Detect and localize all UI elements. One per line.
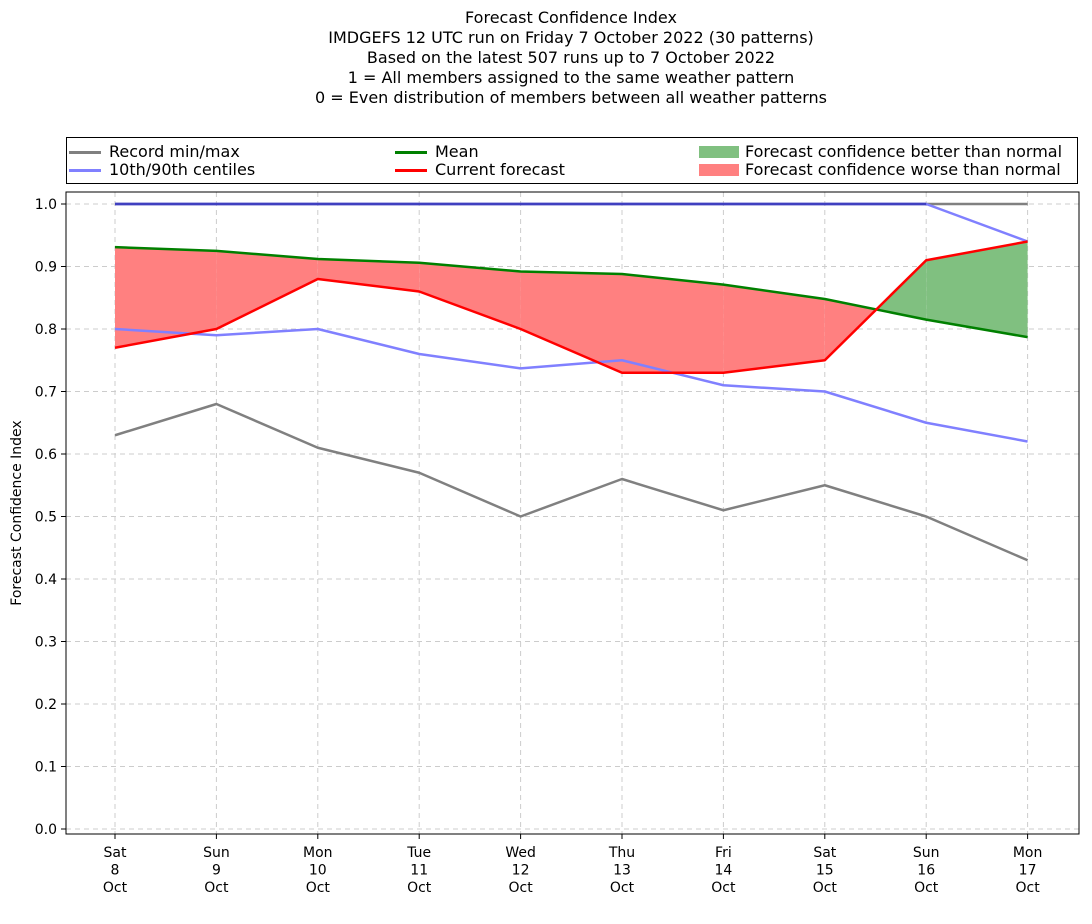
legend-swatch-worse	[699, 164, 739, 176]
x-tick-label: 14	[714, 863, 732, 879]
x-tick-label: 12	[512, 863, 530, 879]
series-line-record-min	[114, 402, 1029, 562]
x-tick-label: 13	[613, 863, 631, 879]
legend-swatch-current	[395, 168, 427, 172]
worse-than-normal-fill	[622, 274, 724, 373]
x-tick-label: Sat	[104, 845, 127, 861]
y-tick-label: 0.6	[35, 447, 57, 463]
legend-label-mean: Mean	[435, 142, 479, 161]
legend-swatch-record	[69, 150, 101, 154]
chart-subtitle-scale-bottom: 0 = Even distribution of members between…	[314, 88, 828, 107]
worse-than-normal-fill	[824, 299, 877, 361]
x-tick-label: Oct	[711, 880, 736, 896]
legend-label-current: Current forecast	[435, 160, 565, 179]
legend-item-worse: Forecast confidence worse than normal	[699, 161, 1061, 179]
x-tick-label: 16	[917, 863, 935, 879]
x-tick-label: Sun	[203, 845, 230, 861]
x-tick-label: Thu	[608, 845, 635, 861]
legend-item-record: Record min/max	[69, 143, 240, 161]
x-tick-label: 17	[1019, 863, 1037, 879]
worse-than-normal-fill	[317, 259, 420, 292]
x-tick-label: 9	[212, 863, 221, 879]
y-tick-label: 0.9	[35, 260, 57, 276]
legend-item-mean: Mean	[395, 143, 479, 161]
y-tick-label: 0.1	[35, 760, 57, 776]
y-tick-label: 0.2	[35, 697, 57, 713]
line-layer	[114, 202, 1029, 562]
axis-layer: 0.00.10.20.30.40.50.60.70.80.91.0Sat8Oct…	[35, 197, 1043, 896]
x-tick-label: Oct	[204, 880, 229, 896]
worse-than-normal-fill	[520, 271, 622, 373]
y-tick-label: 0.7	[35, 385, 57, 401]
x-tick-label: 11	[410, 863, 428, 879]
plot-frame	[65, 191, 1080, 835]
better-than-normal-fill	[876, 260, 927, 320]
legend-swatch-centiles	[69, 168, 101, 172]
x-tick-label: 15	[816, 863, 834, 879]
legend-label-centiles: 10th/90th centiles	[109, 160, 256, 179]
chart-subtitle-run: IMDGEFS 12 UTC run on Friday 7 October 2…	[328, 28, 814, 47]
x-tick-label: Oct	[306, 880, 331, 896]
x-tick-label: Oct	[103, 880, 128, 896]
worse-than-normal-fill	[115, 247, 217, 348]
y-tick-label: 0.3	[35, 635, 57, 651]
series-line-p10	[114, 327, 1028, 443]
y-tick-label: 0.4	[35, 572, 57, 588]
chart-subtitle-scale-top: 1 = All members assigned to the same wea…	[347, 68, 795, 87]
y-tick-label: 0.8	[35, 322, 57, 338]
chart-legend: Record min/max 10th/90th centiles Mean C…	[66, 137, 1078, 184]
x-tick-label: Mon	[1013, 845, 1043, 861]
x-tick-label: Oct	[508, 880, 533, 896]
worse-than-normal-fill	[419, 262, 521, 329]
fill-layer	[115, 241, 1028, 373]
worse-than-normal-fill	[723, 284, 825, 373]
x-tick-label: Oct	[1015, 880, 1040, 896]
chart-title: Forecast Confidence Index	[465, 8, 677, 27]
x-tick-label: 8	[111, 863, 120, 879]
x-tick-label: Tue	[406, 845, 431, 861]
legend-item-current: Current forecast	[395, 161, 565, 179]
legend-swatch-better	[699, 146, 739, 158]
legend-item-better: Forecast confidence better than normal	[699, 143, 1062, 161]
worse-than-normal-fill	[216, 250, 318, 329]
y-axis-label: Forecast Confidence Index	[9, 420, 25, 605]
x-tick-label: Oct	[610, 880, 635, 896]
x-tick-label: Sat	[813, 845, 836, 861]
chart-subtitle-basis: Based on the latest 507 runs up to 7 Oct…	[366, 48, 776, 67]
y-tick-label: 0.5	[35, 510, 57, 526]
legend-label-worse: Forecast confidence worse than normal	[745, 160, 1061, 179]
y-tick-label: 0.0	[35, 822, 57, 838]
series-line-current	[114, 240, 1028, 374]
x-tick-label: Oct	[914, 880, 939, 896]
x-tick-label: Mon	[303, 845, 333, 861]
x-tick-label: Sun	[913, 845, 940, 861]
legend-item-centiles: 10th/90th centiles	[69, 161, 255, 179]
series-line-p90	[115, 202, 1029, 243]
better-than-normal-fill	[926, 241, 1028, 338]
legend-label-record: Record min/max	[109, 142, 240, 161]
legend-swatch-mean	[395, 150, 427, 154]
x-tick-label: Oct	[813, 880, 838, 896]
x-tick-label: Oct	[407, 880, 432, 896]
x-tick-label: Wed	[505, 845, 536, 861]
y-tick-label: 1.0	[35, 197, 57, 213]
legend-label-better: Forecast confidence better than normal	[745, 142, 1063, 161]
x-tick-label: Fri	[715, 845, 732, 861]
chart-title-block: Forecast Confidence Index IMDGEFS 12 UTC…	[0, 8, 1092, 108]
x-tick-label: 10	[309, 863, 327, 879]
